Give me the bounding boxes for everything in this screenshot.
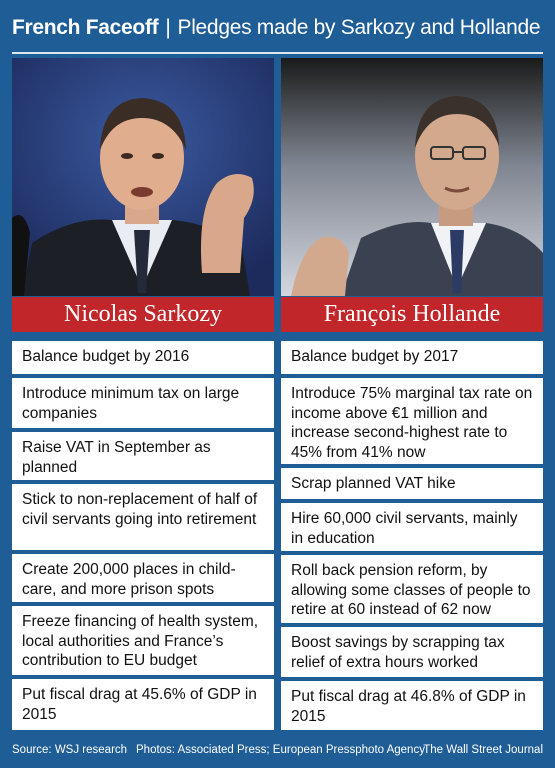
sarkozy-photo (12, 58, 274, 296)
pledge-cell: Scrap planned VAT hike (281, 468, 543, 499)
pledge-cell: Roll back pension reform, by allowing so… (281, 555, 543, 623)
pledge-cell: Boost savings by scrapping tax relief of… (281, 627, 543, 677)
hollande-photo (281, 58, 543, 296)
pledge-cell: Put fiscal drag at 46.8% of GDP in 2015 (281, 681, 543, 730)
headline-separator: | (165, 16, 171, 39)
pledge-cell: Introduce 75% marginal tax rate on incom… (281, 378, 543, 464)
pledge-cell: Balance budget by 2016 (12, 341, 274, 374)
header-rule (12, 52, 543, 54)
pledge-cell: Stick to non-replacement of half of civi… (12, 484, 274, 550)
hollande-name-bar: François Hollande (281, 297, 543, 332)
pledge-cell: Put fiscal drag at 45.6% of GDP in 2015 (12, 679, 274, 730)
sarkozy-name-bar: Nicolas Sarkozy (12, 297, 274, 332)
pledge-cell: Freeze financing of health system, local… (12, 606, 274, 675)
headline: French Faceoff | Pledges made by Sarkozy a… (12, 8, 543, 48)
pledge-cell: Hire 60,000 civil servants, mainly in ed… (281, 503, 543, 551)
photo-credit: Photos: Associated Press; European Press… (136, 744, 425, 756)
pledge-cell: Raise VAT in September as planned (12, 432, 274, 480)
pledge-cell: Balance budget by 2017 (281, 341, 543, 374)
source-note: Source: WSJ research (12, 744, 128, 756)
headline-title: French Faceoff (12, 16, 159, 39)
publisher-credit: The Wall Street Journal (423, 744, 543, 756)
pledge-cell: Create 200,000 places in child-care, and… (12, 554, 274, 602)
footer: Source: WSJ research Photos: Associated … (12, 741, 543, 759)
pledge-cell: Introduce minimum tax on large companies (12, 378, 274, 428)
headline-subtitle: Pledges made by Sarkozy and Hollande (177, 16, 541, 39)
